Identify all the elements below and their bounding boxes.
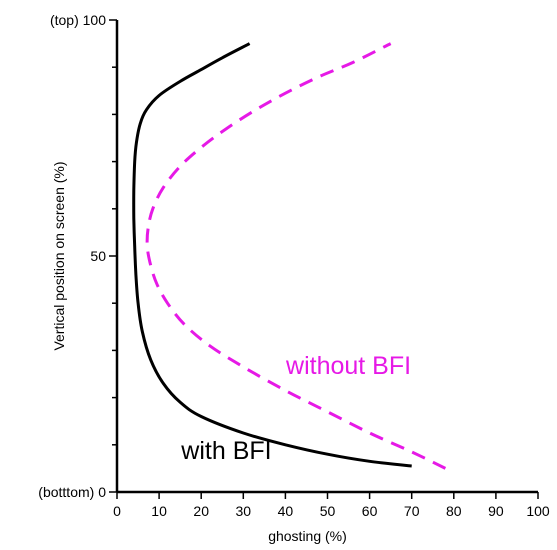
y-tick-label: (top) 100: [50, 12, 106, 28]
y-tick-label: (botttom) 0: [38, 484, 106, 500]
x-tick-label: 20: [193, 503, 209, 519]
axes: [115, 20, 538, 494]
series-line: [132, 42, 412, 468]
series-annotation-label: without BFI: [285, 352, 411, 380]
x-tick-label: 50: [320, 503, 336, 519]
series: [132, 42, 447, 470]
x-tick-label: 70: [404, 503, 420, 519]
x-tick-label: 0: [113, 503, 121, 519]
series-line: [145, 42, 447, 470]
x-tick-label: 90: [488, 503, 504, 519]
x-tick-label: 40: [278, 503, 294, 519]
x-tick-label: 10: [151, 503, 167, 519]
labels: ghosting (%) Vertical position on screen…: [51, 161, 347, 544]
annotations: without BFI with BFI: [180, 352, 411, 465]
ticks: 0 10 20 30 40 50 60 70 80 90 100 (botttom) 0 50 (top)…: [38, 12, 550, 519]
x-tick-label: 80: [446, 503, 462, 519]
x-tick-label: 30: [236, 503, 252, 519]
y-tick-label: 50: [90, 248, 106, 264]
x-tick-label: 60: [362, 503, 378, 519]
series-annotation-label: with BFI: [180, 437, 271, 465]
x-tick-label: 100: [526, 503, 550, 519]
y-axis-title: Vertical position on screen (%): [51, 161, 67, 350]
x-axis-title: ghosting (%): [268, 528, 347, 544]
